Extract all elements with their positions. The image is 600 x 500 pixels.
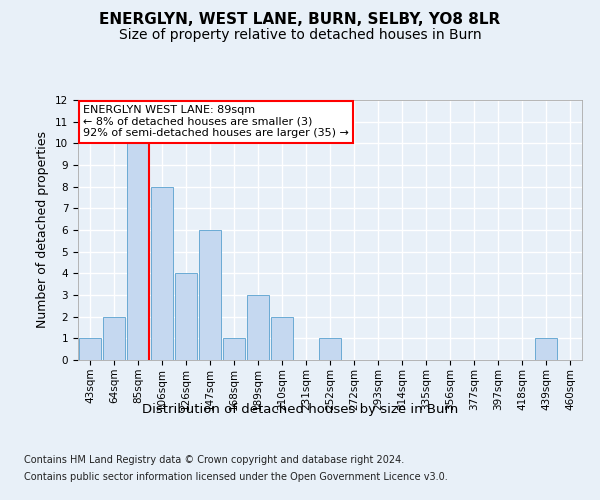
Bar <box>103 316 125 360</box>
Y-axis label: Number of detached properties: Number of detached properties <box>37 132 49 328</box>
Text: Size of property relative to detached houses in Burn: Size of property relative to detached ho… <box>119 28 481 42</box>
Bar <box>271 316 293 360</box>
Bar <box>127 144 149 360</box>
Bar <box>199 230 221 360</box>
Bar <box>319 338 341 360</box>
Bar <box>247 295 269 360</box>
Text: Contains HM Land Registry data © Crown copyright and database right 2024.: Contains HM Land Registry data © Crown c… <box>24 455 404 465</box>
Text: Distribution of detached houses by size in Burn: Distribution of detached houses by size … <box>142 402 458 415</box>
Text: ENERGLYN WEST LANE: 89sqm
← 8% of detached houses are smaller (3)
92% of semi-de: ENERGLYN WEST LANE: 89sqm ← 8% of detach… <box>83 105 349 138</box>
Bar <box>175 274 197 360</box>
Text: ENERGLYN, WEST LANE, BURN, SELBY, YO8 8LR: ENERGLYN, WEST LANE, BURN, SELBY, YO8 8L… <box>100 12 500 28</box>
Bar <box>535 338 557 360</box>
Bar <box>151 186 173 360</box>
Bar <box>223 338 245 360</box>
Text: Contains public sector information licensed under the Open Government Licence v3: Contains public sector information licen… <box>24 472 448 482</box>
Bar <box>79 338 101 360</box>
